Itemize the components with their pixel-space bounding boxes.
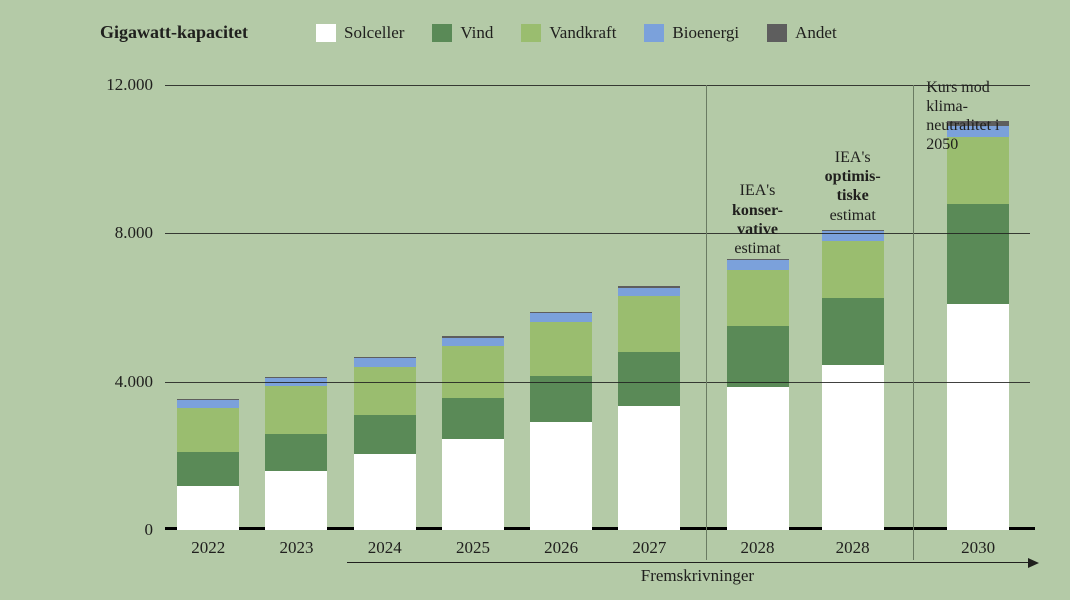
bar-segment-vind	[177, 452, 239, 485]
legend-item: Bioenergi	[644, 23, 739, 43]
legend-label: Vandkraft	[549, 23, 616, 43]
bar-annotation: Kurs mod klima-neutralitet i 2050	[926, 78, 1030, 155]
bar-segment-bioenergi	[530, 313, 592, 322]
bar-segment-solceller	[442, 439, 504, 530]
bar-annotation: IEA'skonser-vativeestimat	[732, 181, 783, 258]
separator-line	[706, 85, 707, 560]
legend-item: Solceller	[316, 23, 404, 43]
projection-arrow-head-icon	[1028, 558, 1039, 568]
bar: 2027	[618, 286, 680, 530]
bars-container: 2022 2023 2024 2025 2026 2027 2028 2028 2030	[165, 85, 1030, 530]
bar-annotation: IEA'soptimis-tiskeestimat	[825, 148, 881, 225]
projection-label: Fremskrivninger	[641, 566, 754, 586]
bar-segment-vind	[530, 376, 592, 422]
bar: 2030	[947, 121, 1009, 530]
x-tick-label: 2023	[279, 538, 313, 558]
bar-segment-solceller	[822, 365, 884, 530]
bar: 2026	[530, 312, 592, 530]
bar: 2028	[727, 259, 789, 530]
bar-segment-bioenergi	[177, 400, 239, 407]
gridline	[165, 233, 1030, 234]
y-tick-label: 4.000	[115, 372, 153, 392]
y-tick-label: 0	[145, 520, 154, 540]
bar-segment-vind	[265, 434, 327, 471]
bar: 2023	[265, 377, 327, 530]
legend-label: Bioenergi	[672, 23, 739, 43]
x-tick-label: 2030	[961, 538, 995, 558]
legend-swatch	[521, 24, 541, 42]
y-tick-label: 8.000	[115, 223, 153, 243]
bar: 2024	[354, 357, 416, 530]
legend-label: Solceller	[344, 23, 404, 43]
bar-segment-vandkraft	[265, 386, 327, 433]
bar-segment-vandkraft	[618, 296, 680, 352]
bar-segment-vandkraft	[822, 241, 884, 298]
x-tick-label: 2024	[368, 538, 402, 558]
bar: 2025	[442, 336, 504, 530]
chart: 2022 2023 2024 2025 2026 2027 2028 2028 2030 0 4.…	[0, 60, 1070, 600]
projection-arrow-line	[347, 562, 1030, 563]
chart-title: Gigawatt-kapacitet	[100, 22, 248, 43]
bar-segment-bioenergi	[618, 288, 680, 297]
legend-swatch	[432, 24, 452, 42]
legend-swatch	[767, 24, 787, 42]
x-tick-label: 2025	[456, 538, 490, 558]
x-tick-label: 2028	[836, 538, 870, 558]
bar-segment-vandkraft	[727, 270, 789, 326]
bar-segment-bioenergi	[442, 338, 504, 347]
bar: 2028	[822, 230, 884, 530]
legend-label: Vind	[460, 23, 493, 43]
x-tick-label: 2028	[741, 538, 775, 558]
bar-segment-vind	[727, 326, 789, 387]
bar-segment-vandkraft	[530, 322, 592, 376]
bar: 2022	[177, 399, 239, 530]
bar-segment-vandkraft	[354, 367, 416, 415]
bar-segment-solceller	[177, 486, 239, 531]
bar-segment-vind	[822, 298, 884, 365]
plot-area: 202220232024202520262027202820282030 04.…	[165, 85, 1030, 530]
legend-item: Vind	[432, 23, 493, 43]
bar-segment-vind	[618, 352, 680, 406]
bar-segment-vind	[442, 398, 504, 439]
bar-segment-vind	[354, 415, 416, 454]
bar-segment-bioenergi	[354, 358, 416, 367]
legend-item: Andet	[767, 23, 837, 43]
bar-segment-solceller	[530, 422, 592, 530]
separator-line	[913, 85, 914, 560]
bar-segment-solceller	[265, 471, 327, 530]
gridline	[165, 382, 1030, 383]
bar-segment-bioenergi	[727, 260, 789, 269]
legend-label: Andet	[795, 23, 837, 43]
legend-row: Gigawatt-kapacitet Solceller Vind Vandkraf…	[100, 22, 1030, 43]
x-tick-label: 2026	[544, 538, 578, 558]
legend-item: Vandkraft	[521, 23, 616, 43]
bar-segment-vind	[947, 204, 1009, 304]
bar-segment-vandkraft	[442, 346, 504, 398]
bar-segment-solceller	[947, 304, 1009, 530]
x-tick-label: 2022	[191, 538, 225, 558]
y-tick-label: 12.000	[106, 75, 153, 95]
bar-segment-solceller	[727, 387, 789, 530]
bar-segment-solceller	[618, 406, 680, 530]
bar-segment-solceller	[354, 454, 416, 530]
legend-swatch	[316, 24, 336, 42]
legend-swatch	[644, 24, 664, 42]
x-tick-label: 2027	[632, 538, 666, 558]
gridline	[165, 85, 1030, 86]
bar-segment-vandkraft	[177, 408, 239, 453]
